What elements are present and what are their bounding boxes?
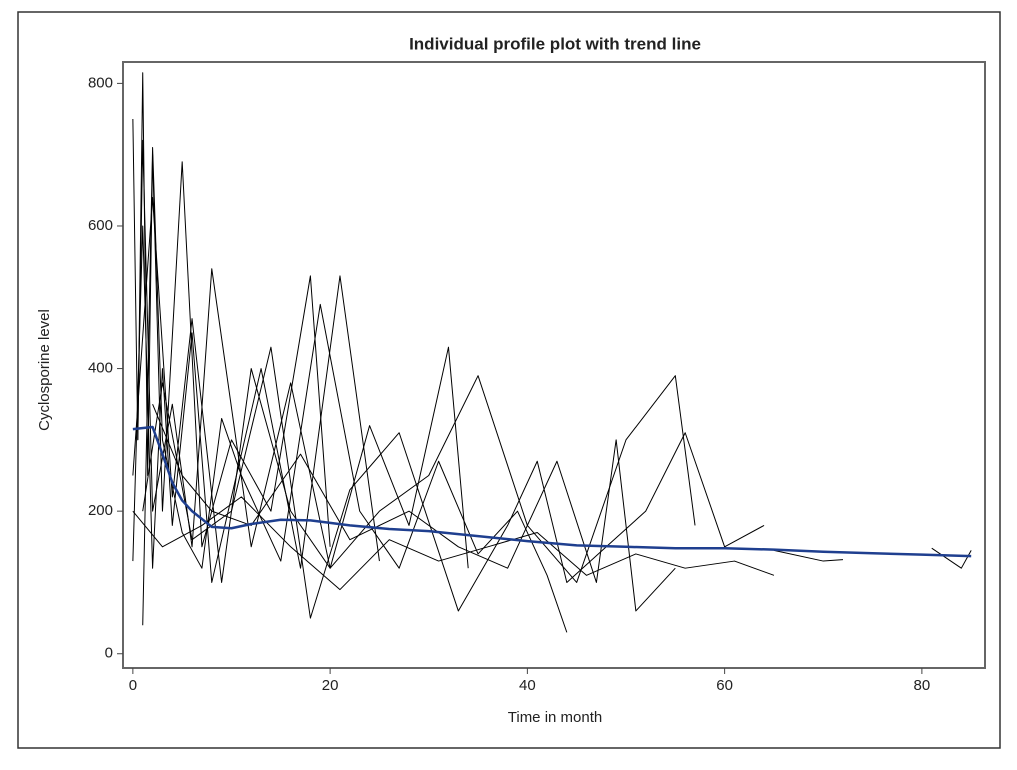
- x-tick-label: 40: [519, 677, 536, 694]
- x-tick-label: 20: [322, 677, 339, 694]
- y-tick-label: 0: [105, 645, 113, 662]
- profile-line: [132, 496, 775, 591]
- profile-line: [137, 139, 469, 569]
- profile-line: [931, 547, 972, 569]
- y-tick-label: 200: [88, 502, 113, 519]
- y-tick-label: 600: [88, 217, 113, 234]
- profile-line: [132, 225, 380, 583]
- profile-line: [142, 346, 765, 619]
- x-axis-label: Time in month: [508, 709, 602, 726]
- profile-line: [152, 404, 676, 612]
- profile-line: [142, 147, 568, 633]
- profile-line: [132, 196, 696, 583]
- frame: [17, 11, 1001, 749]
- profile-line: [132, 72, 331, 548]
- y-axis-label: Cyclosporine level: [36, 309, 53, 431]
- x-tick-label: 80: [914, 677, 931, 694]
- y-tick-label: 400: [88, 360, 113, 377]
- profile-line: [773, 549, 844, 562]
- plot-area: [122, 61, 986, 669]
- x-tick-label: 0: [129, 677, 137, 694]
- y-tick-label: 800: [88, 74, 113, 91]
- x-tick-label: 60: [716, 677, 733, 694]
- profile-line: [132, 425, 972, 558]
- chart-title: Individual profile plot with trend line: [409, 34, 701, 53]
